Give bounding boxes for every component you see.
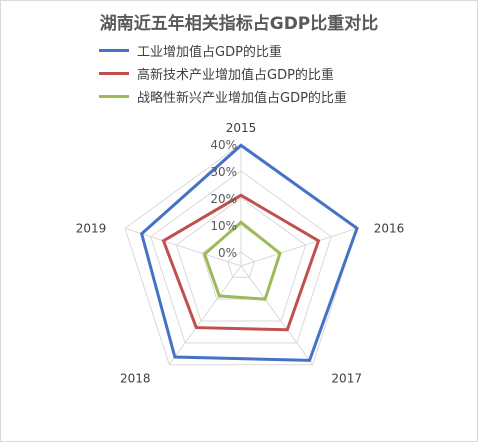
grid-ring-3 (150, 170, 332, 344)
series-line-1 (161, 193, 321, 332)
radar-series (139, 143, 359, 362)
legend-label-strategic: 战略性新兴产业增加值占GDP的比重 (137, 91, 347, 106)
legend-swatch-strategic (99, 95, 129, 98)
tick-label-2: 20% (210, 192, 237, 206)
tick-label-0: 0% (218, 246, 237, 260)
legend-item-hightech: 高新技术产业增加值占GDP的比重 (99, 62, 347, 85)
legend-item-strategic: 战略性新兴产业增加值占GDP的比重 (99, 85, 347, 108)
grid-spoke-3 (168, 265, 242, 365)
grid-ring-0 (227, 251, 255, 278)
grid-ring-2 (175, 197, 307, 322)
legend-label-industry: 工业增加值占GDP的比重 (137, 45, 282, 60)
category-label-2018: 2018 (120, 372, 151, 386)
series-line-0 (139, 143, 359, 362)
legend-swatch-hightech (99, 72, 129, 75)
legend-swatch-industry (99, 49, 129, 52)
grid-spoke-2 (240, 265, 314, 365)
legend: 工业增加值占GDP的比重 高新技术产业增加值占GDP的比重 战略性新兴产业增加值… (99, 39, 347, 108)
category-label-2017: 2017 (331, 372, 362, 386)
tick-label-1: 10% (210, 219, 237, 233)
tick-label-3: 30% (210, 165, 237, 179)
category-label-2016: 2016 (374, 221, 405, 235)
radar-category-labels: 2015 2016 2017 2018 2019 (76, 121, 405, 386)
tick-label-4: 40% (210, 138, 237, 152)
legend-label-hightech: 高新技术产业增加值占GDP的比重 (137, 68, 334, 83)
grid-spoke-4 (124, 227, 242, 267)
radar-tick-labels: 0% 10% 20% 30% 40% (210, 138, 237, 260)
chart-title: 湖南近五年相关指标占GDP比重对比 (99, 14, 379, 34)
grid-spoke-1 (240, 227, 358, 267)
radar-grid (124, 143, 358, 366)
series-line-2 (202, 220, 282, 301)
category-label-2015: 2015 (226, 121, 257, 135)
category-label-2019: 2019 (76, 221, 107, 235)
legend-item-industry: 工业增加值占GDP的比重 (99, 39, 347, 62)
